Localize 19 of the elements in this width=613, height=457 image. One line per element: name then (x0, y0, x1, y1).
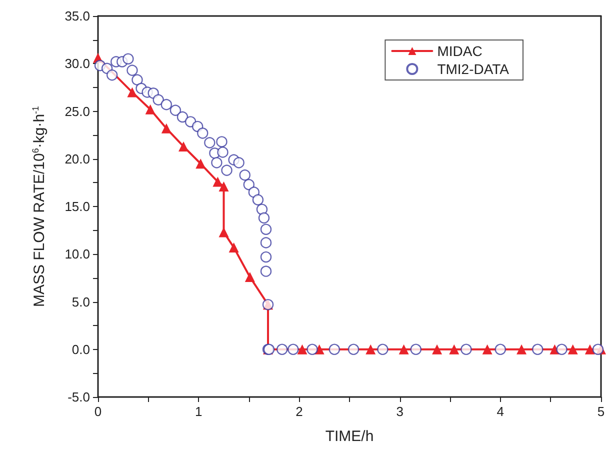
y-tick-label: 0.0 (72, 342, 90, 357)
y-tick-label: 10.0 (64, 246, 90, 262)
y-tick-label: 15.0 (64, 199, 90, 214)
legend-label: TMI2-DATA (437, 61, 510, 77)
legend-label: MIDAC (437, 43, 482, 59)
x-tick-label: 1 (194, 404, 202, 419)
y-tick-label: 5.0 (72, 294, 90, 310)
x-tick-label: 0 (94, 404, 102, 419)
y-tick-label: 35.0 (64, 8, 90, 24)
y-tick-label: -5.0 (68, 390, 90, 404)
x-tick-label: 5 (597, 404, 605, 419)
y-tick-label: 20.0 (64, 151, 90, 166)
x-axis-title: TIME/h (325, 428, 374, 445)
x-tick-label: 4 (496, 404, 504, 419)
x-tick-label: 2 (296, 404, 303, 419)
y-tick-label: 30.0 (64, 56, 90, 72)
y-axis-title: MASS FLOW RATE/106·kg·h-1 (30, 106, 48, 308)
x-tick-label: 3 (396, 404, 404, 419)
y-tick-label: 25.0 (64, 104, 90, 119)
